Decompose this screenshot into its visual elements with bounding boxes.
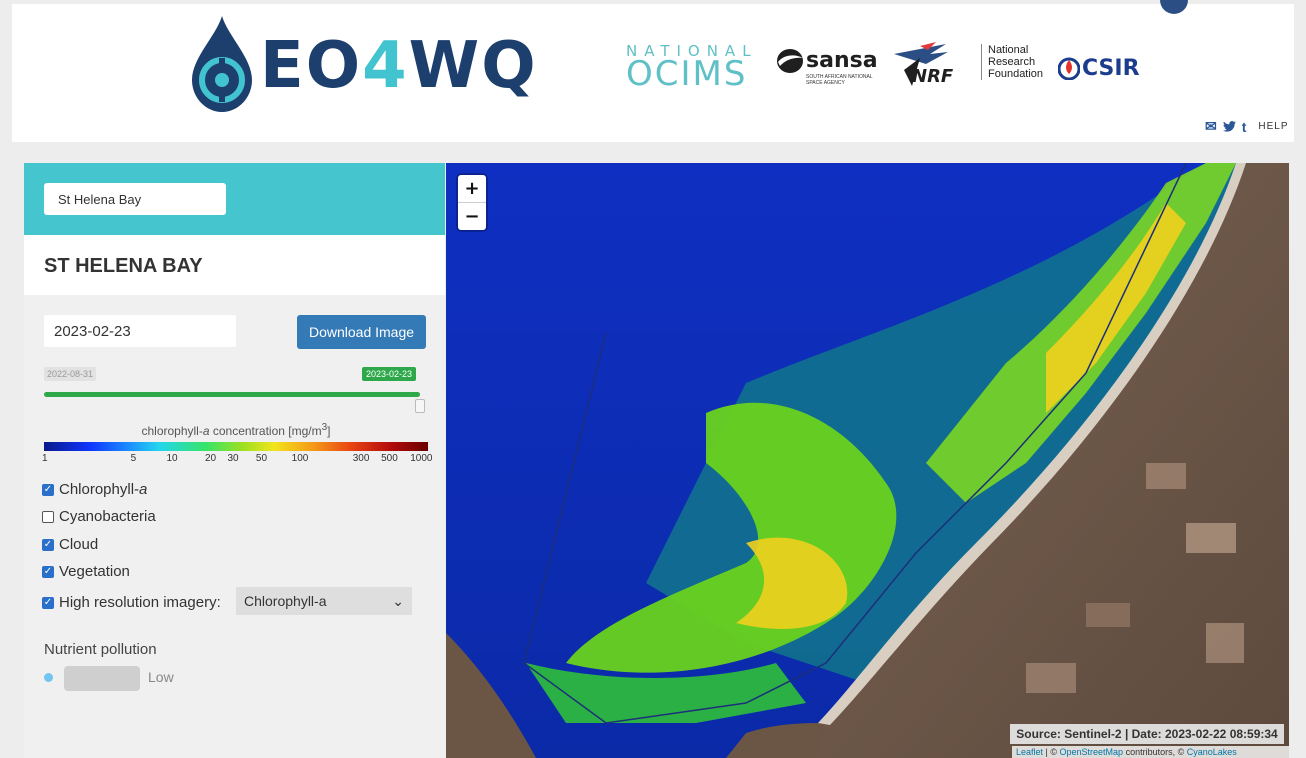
- layer-cyanobacteria[interactable]: Cyanobacteria: [42, 508, 156, 525]
- hires-selected-value: Chlorophyll-a: [244, 593, 327, 609]
- colorbar-tick-label: 30: [227, 453, 239, 464]
- sidebar: ST HELENA BAY Download Image 2022-08-31 …: [24, 163, 445, 758]
- zoom-in-button[interactable]: +: [464, 178, 480, 199]
- colorbar-tick-label: 300: [352, 453, 370, 464]
- nutrient-status-dot: [44, 673, 53, 682]
- layer-cloud[interactable]: ✓ Cloud: [42, 536, 98, 553]
- top-tab-handle[interactable]: [1160, 0, 1188, 14]
- osm-link[interactable]: OpenStreetMap: [1059, 747, 1124, 757]
- checkbox-checked-icon[interactable]: ✓: [42, 483, 54, 496]
- envelope-icon[interactable]: ✉: [1205, 118, 1217, 134]
- twitter-icon[interactable]: [1222, 119, 1236, 135]
- nrf-name: National Research Foundation: [981, 44, 1043, 80]
- checkbox-checked-icon[interactable]: ✓: [42, 538, 54, 551]
- checkbox-checked-icon[interactable]: ✓: [42, 596, 54, 609]
- colorbar-tick-label: 1: [42, 453, 48, 464]
- slider-min-label: 2022-08-31: [44, 367, 97, 381]
- checkbox-checked-icon[interactable]: ✓: [42, 565, 54, 578]
- ocims-logo: NATIONAL OCIMS: [626, 42, 758, 94]
- date-slider-track[interactable]: [44, 392, 420, 397]
- imagery-source-label: Source: Sentinel-2 | Date: 2023-02-22 08…: [1010, 724, 1284, 744]
- zoom-control: + −: [458, 175, 486, 230]
- leaflet-link[interactable]: Leaflet: [1016, 747, 1044, 757]
- layer-hires-label: High resolution imagery:: [59, 594, 221, 611]
- layer-hires[interactable]: ✓ High resolution imagery:: [42, 594, 221, 611]
- map-view[interactable]: + − Source: Sentinel-2 | Date: 2023-02-2…: [446, 163, 1289, 758]
- colorbar-tick-label: 100: [291, 453, 309, 464]
- help-link[interactable]: HELP: [1258, 121, 1289, 132]
- colorbar-tick-label: 20: [204, 453, 217, 464]
- csir-flame-icon: [1057, 57, 1081, 81]
- cyanolakes-link[interactable]: CyanoLakes: [1186, 747, 1237, 757]
- date-input[interactable]: [44, 315, 236, 347]
- colorbar-tick-label: 500: [381, 453, 398, 464]
- nutrient-level-text: Low: [148, 669, 174, 685]
- layer-chlorophyll[interactable]: ✓ Chlorophyll-a: [42, 481, 147, 498]
- date-slider-fill: [44, 392, 420, 397]
- layer-cyanobacteria-label: Cyanobacteria: [59, 508, 156, 525]
- colorbar-tick-label: 5: [130, 453, 137, 464]
- hires-imagery-select[interactable]: Chlorophyll-a ⌄: [236, 587, 412, 615]
- csir-logo: CSIR: [1057, 56, 1140, 85]
- sansa-swoosh-icon: [777, 49, 803, 73]
- layer-vegetation[interactable]: ✓ Vegetation: [42, 563, 130, 580]
- slider-max-label: 2023-02-23: [362, 367, 417, 381]
- layer-cloud-label: Cloud: [59, 536, 99, 553]
- nutrient-pollution-label: Nutrient pollution: [44, 641, 157, 658]
- download-image-button[interactable]: Download Image: [297, 315, 426, 349]
- legend-title: chlorophyll-a concentration [mg/m3]: [141, 422, 331, 438]
- satellite-imagery[interactable]: [446, 163, 1289, 758]
- header: EO4WQ NATIONAL OCIMS sansa SOUTH AFRICAN…: [12, 4, 1294, 142]
- eo4wq-drop-icon: [190, 14, 254, 119]
- nutrient-level-bar: [64, 666, 140, 691]
- date-slider-handle[interactable]: [415, 399, 425, 413]
- chevron-down-icon: ⌄: [392, 592, 404, 609]
- site-search-input[interactable]: [44, 183, 226, 215]
- site-title: ST HELENA BAY: [44, 255, 203, 277]
- zoom-out-button[interactable]: −: [458, 202, 486, 230]
- colorbar-tick-label: 1000: [410, 453, 433, 464]
- colorbar-tick-label: 10: [166, 453, 178, 464]
- map-attribution: Leaflet | © OpenStreetMap contributors, …: [1012, 746, 1289, 758]
- colorbar-ticks: 1 5 10 20 30 50 100 300 500 1000: [42, 453, 432, 465]
- nrf-figure-icon: [894, 42, 948, 86]
- checkbox-unchecked-icon[interactable]: [42, 510, 54, 523]
- eo4wq-logo: EO4WQ: [260, 29, 538, 103]
- search-band: [24, 163, 445, 235]
- layer-vegetation-label: Vegetation: [59, 563, 130, 580]
- chlorophyll-colorbar: [44, 442, 428, 451]
- sansa-logo: sansa SOUTH AFRICAN NATIONAL SPACE AGENC…: [776, 48, 886, 86]
- tumblr-icon[interactable]: t: [1241, 118, 1247, 135]
- site-title-band: ST HELENA BAY: [24, 235, 445, 295]
- social-links: ✉ t HELP: [1205, 118, 1289, 135]
- colorbar-tick-label: 50: [255, 453, 268, 464]
- nrf-logo: NRF: [890, 40, 953, 95]
- layer-chlorophyll-label: Chlorophyll-a: [59, 481, 148, 498]
